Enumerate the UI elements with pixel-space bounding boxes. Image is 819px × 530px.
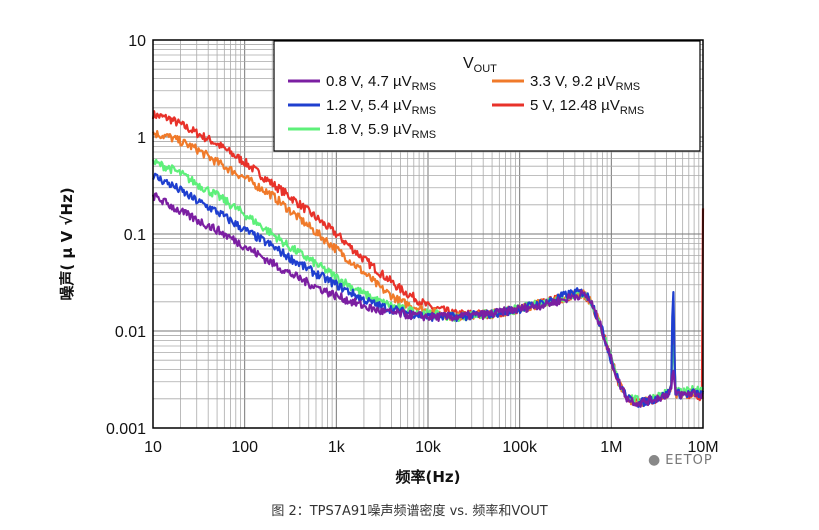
legend-entry: 1.8 V, 5.9 µVRMS [326, 121, 436, 141]
legend-entry: 1.2 V, 5.4 µVRMS [326, 97, 436, 117]
x-tick-label: 10k [415, 439, 442, 456]
chart-series [151, 110, 705, 408]
y-tick-label: 0.001 [106, 421, 146, 438]
chart-ticks: 10 100 1k 10k 100k 1M 10M 10 1 0.1 0.01 0.001 [106, 33, 719, 456]
x-tick-label: 10M [687, 439, 718, 456]
x-tick-label: 1M [600, 439, 622, 456]
plot-frame [152, 39, 704, 429]
legend-entry: 5 V, 12.48 µVRMS [530, 97, 644, 117]
x-tick-label: 1k [328, 439, 346, 456]
watermark-text: EETOP [665, 453, 713, 468]
figure-caption: 图 2：TPS7A91噪声频谱密度 vs. 频率和VOUT [271, 504, 548, 519]
legend-entry: 0.8 V, 4.7 µVRMS [326, 73, 436, 93]
series-line [151, 192, 704, 408]
x-tick-label: 100 [231, 439, 258, 456]
y-tick-label: 10 [128, 33, 146, 50]
legend-box [273, 40, 701, 152]
y-tick-label: 0.01 [115, 324, 146, 341]
y-axis-label: 噪声( µ V √Hz) [58, 187, 76, 300]
legend-entry: 3.3 V, 9.2 µVRMS [530, 73, 640, 93]
x-tick-label: 100k [502, 439, 538, 456]
y-tick-label: 0.1 [124, 227, 146, 244]
watermark: ● EETOP [648, 452, 713, 468]
y-tick-label: 1 [137, 130, 146, 147]
x-axis-label: 频率(Hz) [396, 468, 461, 486]
x-tick-label: 10 [144, 439, 162, 456]
wechat-icon: ● [648, 452, 662, 468]
